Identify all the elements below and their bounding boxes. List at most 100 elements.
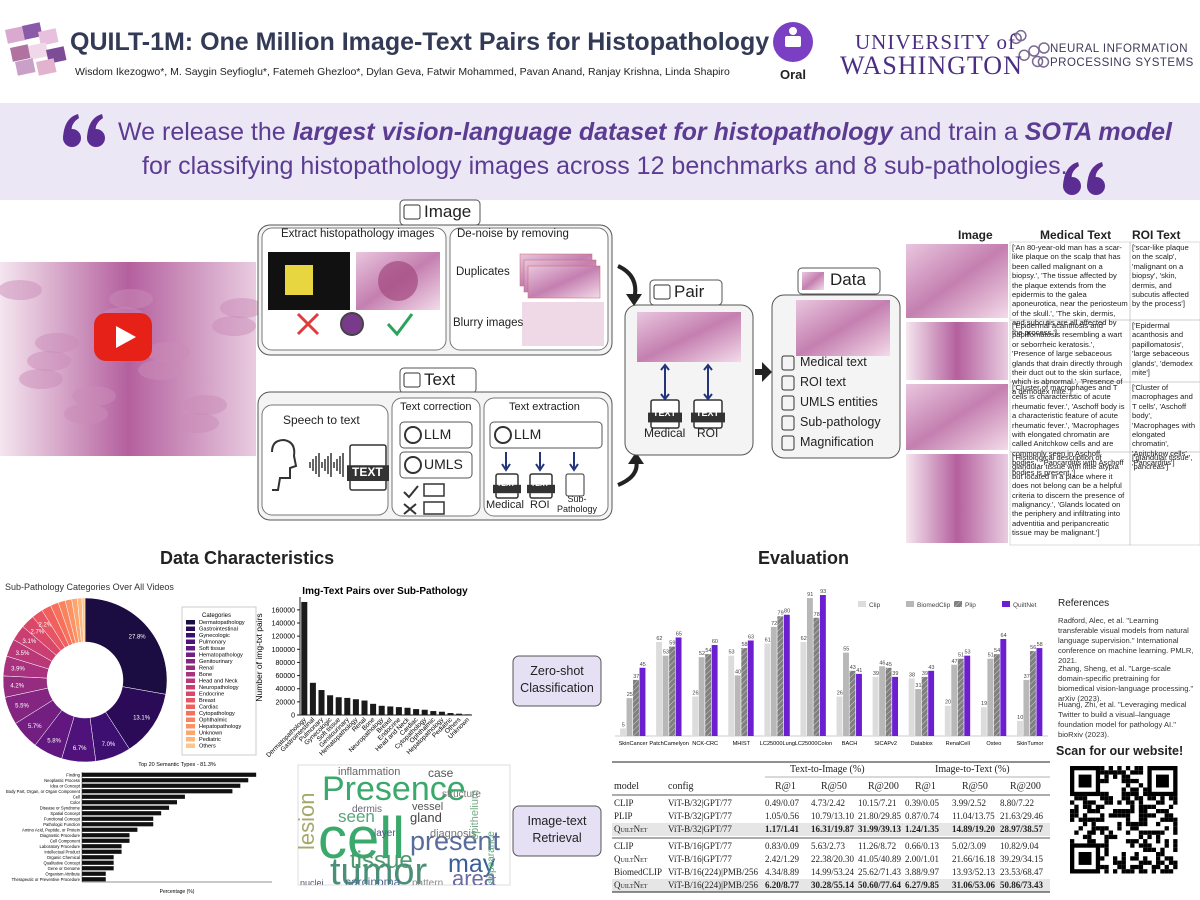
bar bbox=[747, 640, 754, 736]
conference-logo bbox=[1038, 42, 1050, 54]
qr-module bbox=[1151, 796, 1156, 801]
legend-swatch bbox=[186, 659, 195, 664]
legend-swatch bbox=[186, 626, 195, 631]
value-label: 78 bbox=[814, 612, 820, 618]
pair-arrow bbox=[703, 363, 713, 401]
table-cell: 6.20/8.77 bbox=[765, 880, 800, 890]
bar bbox=[327, 695, 334, 715]
table-header: R@1 bbox=[915, 781, 936, 792]
qr-module bbox=[1138, 821, 1144, 827]
bar bbox=[404, 707, 411, 715]
qr-module bbox=[1100, 770, 1105, 775]
qr-module bbox=[1082, 796, 1088, 801]
table-header: R@50 bbox=[821, 781, 847, 792]
qr-module bbox=[1121, 852, 1126, 857]
qr-module bbox=[1147, 834, 1152, 840]
table-cell: ViT-B/32|GPT/77 bbox=[668, 824, 732, 834]
bar bbox=[318, 690, 325, 715]
qr-module bbox=[1156, 821, 1161, 827]
table-header: R@50 bbox=[962, 781, 988, 792]
qr-module bbox=[1100, 817, 1105, 822]
value-label: 43 bbox=[928, 665, 934, 671]
qr-module bbox=[1104, 843, 1109, 848]
x-tick-label: MHIST bbox=[733, 741, 751, 747]
qr-module bbox=[1160, 800, 1165, 805]
qr-module bbox=[1113, 869, 1118, 874]
qr-module bbox=[1100, 791, 1105, 797]
qr-module bbox=[1108, 813, 1113, 818]
value-label: 60 bbox=[712, 639, 718, 645]
qr-module bbox=[1151, 830, 1156, 835]
example-image bbox=[906, 454, 1008, 543]
qr-module bbox=[1100, 813, 1105, 818]
legend-entry: QuiltNet bbox=[1013, 602, 1037, 609]
table-group-header: Image-to-Text (%) bbox=[935, 764, 1010, 775]
qr-module bbox=[1168, 817, 1174, 822]
qr-module bbox=[1074, 813, 1079, 818]
qr-module bbox=[1082, 800, 1088, 805]
bar bbox=[361, 700, 368, 715]
bar bbox=[1029, 651, 1036, 736]
legend-entry: Pulmonary bbox=[199, 640, 226, 646]
qr-module bbox=[1147, 860, 1152, 865]
qr-caption: Scan for our website! bbox=[1056, 744, 1184, 758]
logo-tile bbox=[36, 58, 57, 76]
text-icon-label: TEXT bbox=[497, 481, 515, 488]
qr-module bbox=[1168, 869, 1174, 874]
example-medical-text: ['An 80-year-old man has a scar-like pla… bbox=[1012, 243, 1128, 337]
video-tissue bbox=[109, 289, 153, 309]
table-cell: 5.02/3.09 bbox=[952, 841, 987, 851]
table-header: model bbox=[614, 781, 639, 792]
qr-module bbox=[1143, 821, 1148, 827]
list-icon bbox=[423, 501, 445, 515]
qr-module bbox=[1143, 830, 1148, 835]
table-cell: QuiltNet bbox=[614, 880, 648, 890]
qr-module bbox=[1108, 834, 1113, 840]
example-image bbox=[906, 384, 1008, 450]
bar bbox=[82, 866, 114, 871]
down-arrow bbox=[569, 452, 579, 472]
bar bbox=[82, 838, 130, 843]
flow-arrow-head bbox=[628, 452, 644, 464]
qr-module bbox=[1087, 830, 1092, 835]
data-item: UMLS entities bbox=[800, 395, 878, 409]
wordcloud-word: cell bbox=[318, 806, 405, 871]
llm-icon bbox=[404, 426, 422, 444]
qr-module bbox=[1143, 804, 1148, 809]
qr-module bbox=[1134, 770, 1139, 775]
qr-module bbox=[1091, 800, 1096, 805]
value-label: 47 bbox=[951, 659, 957, 665]
wordcloud-word: pattern bbox=[412, 878, 443, 889]
quote-text: We release the bbox=[118, 118, 293, 146]
qr-module bbox=[1164, 813, 1169, 818]
value-label: 38 bbox=[909, 672, 915, 678]
x-tick-label: LC25000Lung bbox=[760, 741, 795, 747]
correction-llm-label: LLM bbox=[424, 426, 452, 442]
example-roi-text: ['Cluster of macrophages and T cells', '… bbox=[1132, 383, 1196, 468]
bar bbox=[1023, 679, 1030, 736]
qr-module bbox=[1125, 766, 1131, 771]
y-tick-label: Disease or Syndrome bbox=[40, 805, 81, 810]
qr-module bbox=[1160, 809, 1165, 814]
table-header: config bbox=[668, 781, 694, 792]
qr-module bbox=[1138, 770, 1144, 775]
qr-module bbox=[1173, 839, 1178, 844]
flow-arrow-head bbox=[626, 294, 642, 306]
qr-module bbox=[1130, 856, 1135, 861]
bar bbox=[633, 679, 639, 736]
qr-module bbox=[1070, 839, 1075, 844]
value-label: 26 bbox=[692, 691, 698, 697]
extract-subpathology: Sub-Pathology bbox=[556, 494, 598, 514]
wordcloud-word: diagnosis bbox=[430, 828, 477, 840]
bar bbox=[993, 654, 1000, 736]
qr-module bbox=[1091, 821, 1096, 827]
qr-module bbox=[1078, 817, 1083, 822]
authors: Wisdom Ikezogwo*, M. Saygin Seyfioglu*, … bbox=[75, 66, 730, 78]
qr-module bbox=[1100, 856, 1105, 861]
bar bbox=[82, 794, 185, 799]
legend-swatch bbox=[186, 730, 195, 735]
y-tick-label: Body Part, Organ, or Organ Component bbox=[6, 789, 81, 794]
table-cell: 6.27/9.85 bbox=[905, 880, 940, 890]
